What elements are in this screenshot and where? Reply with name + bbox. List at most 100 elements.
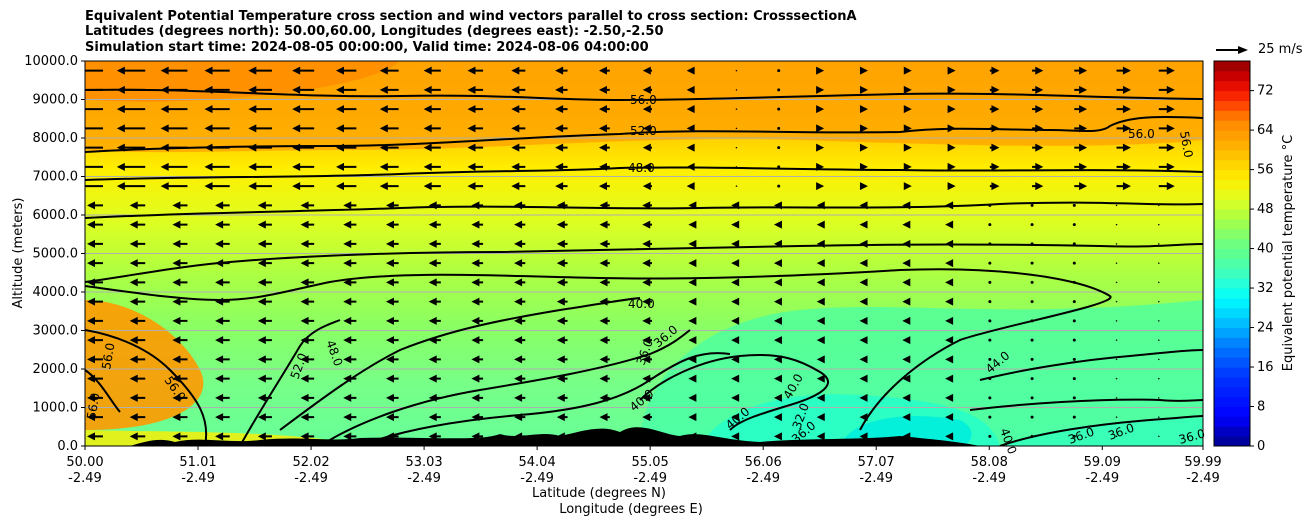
wind-vector — [300, 201, 315, 210]
wind-vector — [688, 201, 697, 210]
wind-vector — [902, 239, 911, 248]
wind-vector — [257, 393, 272, 402]
colorbar-segment — [1214, 258, 1250, 269]
wind-vector — [172, 278, 188, 287]
wind-vector — [471, 259, 484, 268]
wind-vector — [514, 278, 526, 287]
wind-vector — [903, 105, 912, 114]
wind-vector — [988, 434, 992, 438]
contour-line — [85, 329, 208, 446]
colorbar-tick-label: 8 — [1257, 400, 1265, 415]
wind-vector — [816, 432, 825, 441]
wind-vector — [859, 374, 868, 383]
wind-vector — [777, 126, 781, 130]
wind-vector — [598, 162, 610, 171]
wind-vector — [514, 297, 526, 306]
wind-vector — [731, 297, 740, 306]
colorbar-tick-label: 64 — [1257, 123, 1274, 138]
wind-vector — [160, 66, 188, 75]
wind-vector — [1115, 281, 1118, 284]
wind-vector — [945, 432, 954, 441]
wind-vector — [292, 85, 315, 94]
wind-vector — [859, 162, 868, 171]
wind-vector — [204, 124, 230, 133]
wind-vector — [87, 220, 103, 229]
wind-vector — [160, 124, 188, 133]
wind-vector — [1030, 300, 1034, 304]
wind-vector — [343, 393, 357, 402]
wind-vector — [129, 374, 146, 383]
contour-line — [85, 201, 1203, 219]
wind-vector — [85, 108, 103, 111]
wind-vector — [385, 316, 399, 325]
wind-vector — [816, 105, 825, 114]
wind-vector — [1072, 396, 1076, 400]
wind-vector — [514, 259, 526, 268]
wind-vector — [379, 105, 399, 114]
x-tick-label-lon: -2.49 — [859, 471, 893, 486]
wind-vector — [471, 355, 484, 364]
wind-vector — [467, 66, 484, 75]
wind-vector — [988, 223, 992, 227]
wind-vector — [688, 239, 697, 248]
wind-vector — [385, 432, 399, 441]
wind-vector — [735, 166, 738, 168]
contour-label: 56.0 — [630, 93, 657, 107]
contour-label: 40.0 — [628, 297, 655, 311]
wind-vector — [599, 220, 610, 229]
wind-vector — [467, 124, 484, 133]
colorbar-segment — [1214, 327, 1250, 338]
wind-vector — [471, 220, 484, 229]
wind-vector — [215, 239, 230, 248]
wind-vector — [1158, 223, 1160, 226]
wind-vector — [1032, 66, 1044, 75]
colorbar-segment — [1214, 159, 1250, 171]
wind-vector — [816, 393, 825, 402]
wind-vector — [777, 165, 781, 169]
wind-vector — [988, 203, 992, 207]
wind-vector — [428, 259, 441, 268]
wind-vector — [215, 316, 230, 325]
wind-vector — [599, 393, 610, 402]
wind-vector — [511, 143, 526, 152]
wind-vector — [87, 355, 103, 364]
wind-vector — [511, 85, 526, 94]
wind-vector — [1030, 261, 1034, 265]
wind-vector — [731, 239, 740, 248]
wind-vector — [642, 297, 652, 306]
wind-vector — [773, 239, 782, 248]
wind-vector — [129, 239, 146, 248]
wind-vector — [1115, 416, 1118, 418]
wind-vector — [1032, 182, 1044, 191]
wind-vector — [903, 162, 912, 171]
wind-vector — [1158, 66, 1175, 75]
wind-vector — [1030, 203, 1034, 207]
wind-vector — [1030, 242, 1034, 246]
wind-vector — [945, 316, 954, 325]
wind-vector — [379, 85, 399, 94]
wind-vector — [555, 105, 568, 114]
wind-vector — [688, 355, 697, 364]
wind-vector — [292, 182, 315, 191]
wind-vector — [773, 432, 782, 441]
wind-vector — [335, 105, 357, 114]
wind-vector — [777, 146, 781, 150]
y-tick-label: 10000.0 — [24, 54, 78, 69]
wind-vector — [423, 143, 441, 152]
wind-vector — [902, 316, 911, 325]
wind-vector — [511, 124, 526, 133]
contour-label: 56.0 — [99, 342, 117, 371]
wind-vector — [1030, 280, 1034, 284]
wind-vector — [556, 432, 568, 441]
wind-vector — [947, 66, 956, 75]
x-tick-label-lat: 56.06 — [745, 455, 782, 470]
wind-vector — [1030, 338, 1034, 342]
wind-vector — [428, 220, 441, 229]
wind-vector — [642, 432, 652, 441]
wind-vector — [816, 162, 825, 171]
wind-vector — [129, 336, 146, 345]
wind-vector — [385, 259, 399, 268]
wind-vector — [248, 124, 272, 133]
wind-vector — [859, 413, 868, 422]
wind-vector — [204, 182, 230, 191]
